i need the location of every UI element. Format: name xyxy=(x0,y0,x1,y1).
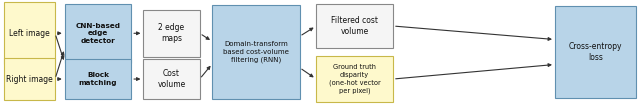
FancyBboxPatch shape xyxy=(65,4,131,63)
FancyBboxPatch shape xyxy=(143,10,200,57)
Text: Left image: Left image xyxy=(9,29,50,38)
FancyBboxPatch shape xyxy=(4,2,55,64)
FancyBboxPatch shape xyxy=(4,58,55,100)
Text: 2 edge
maps: 2 edge maps xyxy=(159,23,184,43)
Text: Domain-transform
based cost-volume
filtering (RNN): Domain-transform based cost-volume filte… xyxy=(223,41,289,63)
FancyBboxPatch shape xyxy=(65,59,131,99)
Text: Right image: Right image xyxy=(6,75,53,84)
FancyBboxPatch shape xyxy=(143,59,200,99)
Text: CNN-based
edge
detector: CNN-based edge detector xyxy=(76,23,120,44)
FancyBboxPatch shape xyxy=(212,5,300,99)
FancyBboxPatch shape xyxy=(316,4,393,48)
Text: Cost
volume: Cost volume xyxy=(157,69,186,89)
FancyBboxPatch shape xyxy=(316,56,393,102)
Text: Ground truth
disparity
(one-hot vector
per pixel): Ground truth disparity (one-hot vector p… xyxy=(329,64,380,94)
Text: Filtered cost
volume: Filtered cost volume xyxy=(331,16,378,36)
Text: Block
matching: Block matching xyxy=(79,72,117,86)
Text: Cross-entropy
loss: Cross-entropy loss xyxy=(568,42,622,62)
FancyBboxPatch shape xyxy=(555,6,636,98)
